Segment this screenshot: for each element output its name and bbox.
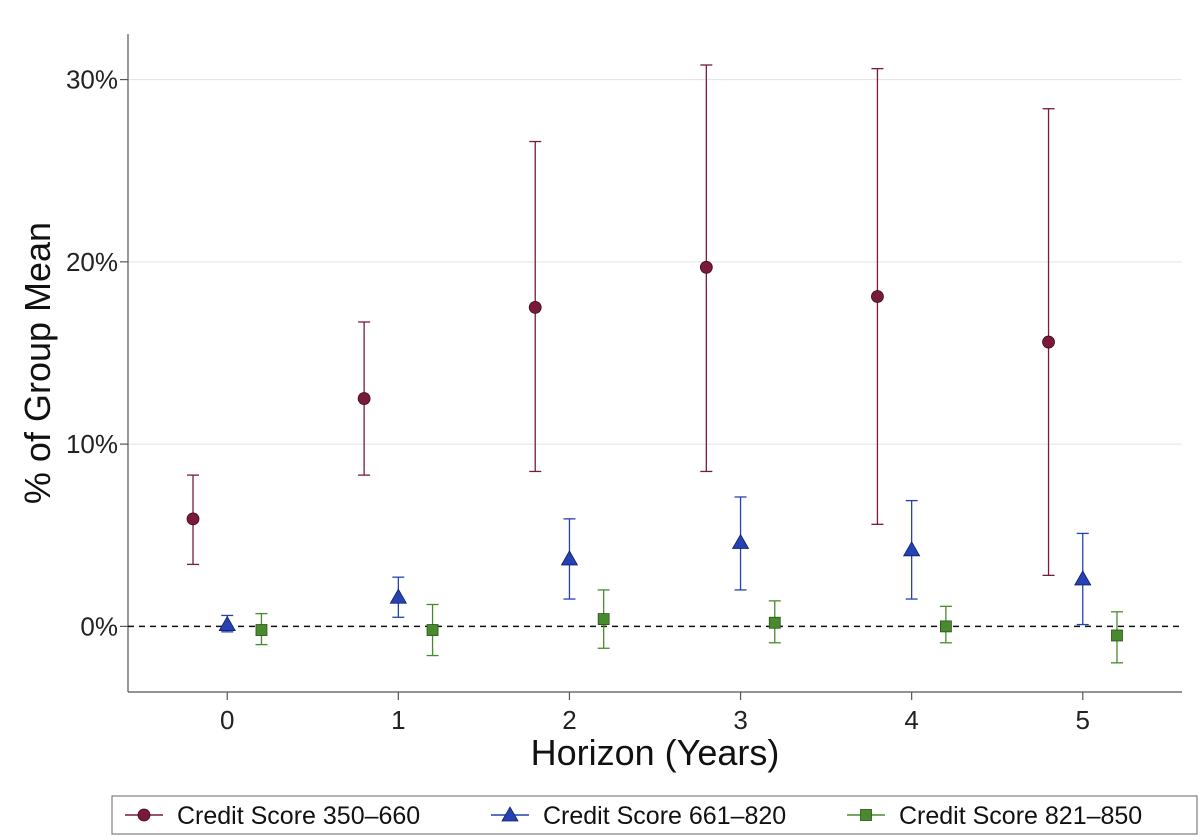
legend-box [111, 795, 1198, 835]
legend-marker [501, 806, 519, 822]
data-point [1074, 570, 1092, 586]
grid-lines [128, 79, 1182, 445]
data-point [560, 550, 579, 566]
legend-label: Credit Score 661–820 [543, 802, 786, 830]
legend-label: Credit Score 350–660 [177, 802, 420, 830]
data-point [871, 290, 884, 303]
y-tick-label: 20% [66, 247, 118, 277]
x-tick-label: 0 [220, 705, 234, 735]
data-point [731, 533, 750, 549]
x-tick-label: 5 [1076, 705, 1090, 735]
x-tick-label: 2 [562, 705, 576, 735]
x-tick-label: 4 [904, 705, 918, 735]
x-axis-ticks: 0 1 2 3 4 5 [220, 692, 1090, 735]
legend-label: Credit Score 821–850 [899, 802, 1142, 830]
y-tick-label: 10% [66, 429, 118, 459]
data-point [699, 260, 713, 274]
series-2 [218, 496, 1092, 633]
data-point [902, 541, 921, 557]
data-point [1111, 629, 1123, 642]
data-point [939, 620, 952, 633]
series-3 [255, 589, 1123, 664]
y-tick-label: 30% [66, 65, 118, 95]
x-tick-label: 3 [733, 705, 747, 735]
data-point [186, 512, 200, 526]
legend-marker [137, 808, 151, 822]
data-point [426, 624, 439, 636]
data-point [768, 616, 781, 629]
data-point [218, 615, 236, 631]
legend-marker [860, 809, 872, 821]
legend: Credit Score 350–660 Credit Score 661–820… [111, 795, 1198, 835]
y-axis-ticks: 0% 10% 20% 30% [66, 65, 128, 641]
series-1 [186, 64, 1055, 576]
y-axis-title: % of Group Mean [17, 222, 58, 504]
y-tick-label: 0% [80, 611, 118, 641]
data-point [357, 392, 371, 405]
data-point [528, 301, 542, 314]
data-point [389, 588, 408, 604]
x-axis-title: Horizon (Years) [531, 732, 780, 773]
data-point [1042, 335, 1055, 349]
data-series [186, 64, 1123, 664]
data-point [597, 613, 610, 625]
axes [127, 34, 1182, 693]
x-tick-label: 1 [391, 705, 405, 735]
data-point [255, 624, 268, 636]
